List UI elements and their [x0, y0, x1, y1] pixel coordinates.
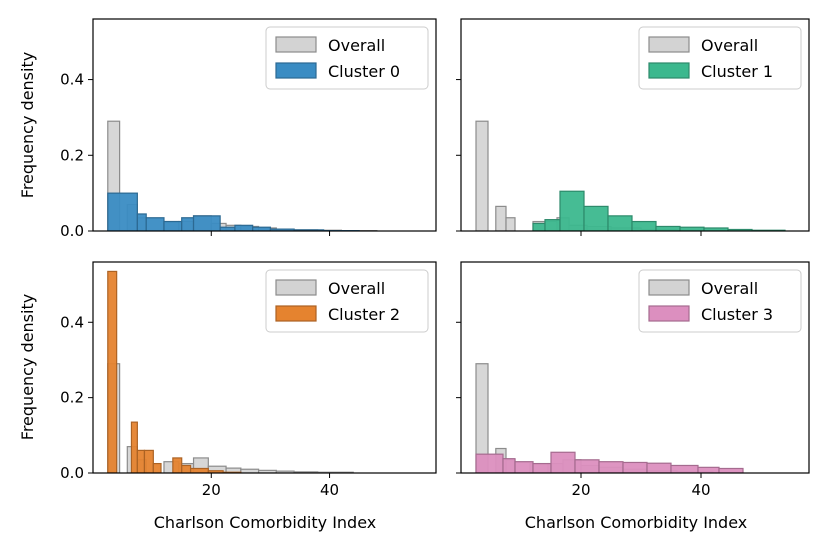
panel-1: Overall Cluster 1 — [456, 19, 809, 236]
legend-label: Overall — [328, 36, 385, 55]
legend: Overall Cluster 0 — [266, 27, 428, 89]
legend-swatch — [276, 280, 316, 295]
histogram-bar — [533, 464, 551, 473]
histogram-bar — [131, 422, 137, 473]
histogram-bar — [584, 206, 608, 231]
histogram-bar — [496, 206, 506, 231]
legend-label: Overall — [701, 279, 758, 298]
x-tick-label: 40 — [320, 481, 339, 499]
histogram-bar — [108, 193, 138, 231]
panel-2: 0.0 0.2 0.4 20 40 Overall Cluster 2 — [60, 262, 436, 499]
histogram-bar — [575, 460, 599, 473]
series-cluster-2 — [108, 271, 241, 473]
histogram-bar — [599, 462, 623, 473]
histogram-bar — [515, 462, 533, 473]
y-tick-label: 0.4 — [60, 71, 84, 89]
histogram-bar — [608, 216, 632, 231]
legend-swatch — [649, 37, 689, 52]
legend: Overall Cluster 3 — [639, 270, 801, 332]
y-axis-label: Frequency density — [18, 52, 37, 198]
legend-label: Overall — [701, 36, 758, 55]
series-overall — [476, 364, 713, 473]
histogram-bar — [137, 214, 146, 231]
series-overall — [108, 121, 377, 231]
x-tick-label: 40 — [691, 481, 710, 499]
legend-label: Cluster 2 — [328, 305, 400, 324]
histogram-bar — [146, 218, 164, 231]
histogram-bar — [656, 226, 680, 231]
legend-swatch — [649, 280, 689, 295]
y-tick-label: 0.4 — [60, 313, 84, 331]
y-tick-label: 0.2 — [60, 146, 84, 164]
histogram-bar — [476, 121, 488, 231]
series-cluster-3 — [476, 452, 743, 473]
histogram-bar — [153, 464, 161, 473]
y-tick-label: 0.0 — [60, 464, 84, 482]
legend-label: Overall — [328, 279, 385, 298]
legend: Overall Cluster 2 — [266, 270, 428, 332]
panel-3: 20 40 Overall Cluster 3 — [456, 262, 809, 499]
histogram-bar — [698, 467, 719, 473]
histogram-bar — [632, 222, 656, 231]
y-tick-label: 0.0 — [60, 222, 84, 240]
panel-0: 0.0 0.2 0.4 Overall Cluster 0 — [60, 19, 436, 240]
x-tick-label: 20 — [202, 481, 221, 499]
legend-swatch — [276, 306, 316, 321]
histogram-bar — [235, 225, 253, 231]
histogram-bar — [108, 271, 117, 473]
histogram-bar — [503, 459, 515, 473]
plot-area-1 — [476, 121, 785, 231]
legend-label: Cluster 0 — [328, 62, 400, 81]
histogram-bar — [647, 463, 671, 473]
plot-area-0 — [108, 121, 377, 231]
histogram-bar — [719, 468, 743, 473]
legend: Overall Cluster 1 — [639, 27, 801, 89]
histogram-bar — [182, 218, 194, 231]
x-axis-label: Charlson Comorbidity Index — [525, 513, 747, 532]
histogram-bar — [182, 465, 191, 473]
histogram-bar — [164, 222, 182, 231]
histogram-bar — [144, 450, 153, 473]
histogram-bar — [545, 220, 560, 231]
histogram-bar — [506, 218, 515, 231]
histogram-bar — [194, 216, 221, 231]
histogram-bar — [623, 462, 647, 473]
y-axis-label: Frequency density — [18, 294, 37, 440]
histogram-bar — [551, 452, 575, 473]
legend-swatch — [276, 63, 316, 78]
legend-swatch — [649, 306, 689, 321]
histogram-bar — [173, 458, 182, 473]
x-tick-label: 20 — [571, 481, 590, 499]
legend-swatch — [649, 63, 689, 78]
x-axis-label: Charlson Comorbidity Index — [154, 513, 376, 532]
legend-label: Cluster 1 — [701, 62, 773, 81]
y-tick-label: 0.2 — [60, 389, 84, 407]
legend-label: Cluster 3 — [701, 305, 773, 324]
histogram-bar — [476, 454, 503, 473]
plot-area-3 — [476, 364, 743, 473]
histogram-bar — [137, 450, 144, 473]
histogram-bar — [560, 191, 584, 231]
series-cluster-1 — [533, 191, 785, 231]
histogram-bar — [533, 223, 545, 231]
legend-swatch — [276, 37, 316, 52]
histogram-bar — [191, 468, 209, 473]
histogram-bar — [671, 465, 698, 473]
